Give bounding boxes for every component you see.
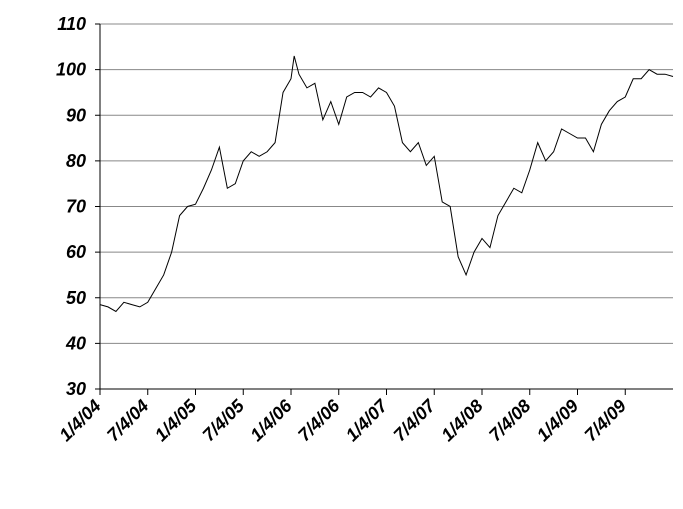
x-tick-label: 1/4/04 bbox=[55, 396, 105, 446]
x-tick-label: 1/4/08 bbox=[437, 396, 487, 446]
x-tick-label: 1/4/05 bbox=[151, 395, 201, 445]
x-tick-label: 7/4/05 bbox=[199, 395, 249, 445]
x-tick-label: 7/4/07 bbox=[390, 395, 440, 445]
y-tick-label: 110 bbox=[57, 14, 86, 34]
line-series bbox=[99, 55, 674, 313]
y-tick-label: 90 bbox=[66, 105, 86, 125]
x-tick-label: 7/4/08 bbox=[485, 396, 535, 446]
y-tick-label: 100 bbox=[56, 60, 86, 80]
x-tick-label: 7/4/06 bbox=[294, 395, 344, 445]
y-tick-label: 60 bbox=[66, 242, 86, 262]
x-tick-label: 7/4/09 bbox=[581, 396, 631, 446]
x-tick-label: 1/4/06 bbox=[246, 395, 296, 445]
y-tick-label: 40 bbox=[65, 333, 86, 353]
y-tick-label: 50 bbox=[66, 288, 86, 308]
y-tick-label: 70 bbox=[66, 197, 86, 217]
x-tick-label: 1/4/07 bbox=[342, 395, 392, 445]
y-tick-label: 30 bbox=[66, 379, 86, 399]
x-tick-label: 1/4/09 bbox=[533, 396, 583, 446]
y-tick-label: 80 bbox=[66, 151, 86, 171]
x-tick-label: 7/4/04 bbox=[103, 396, 153, 446]
